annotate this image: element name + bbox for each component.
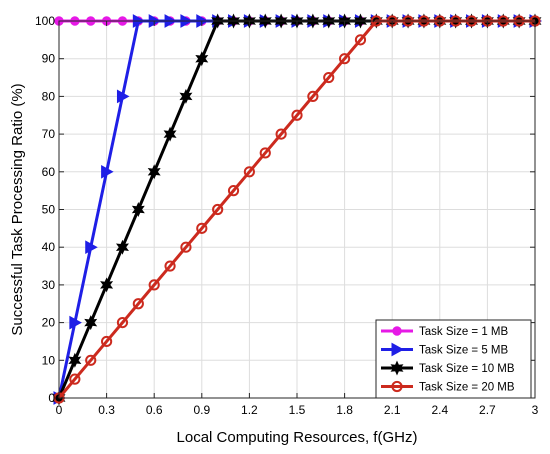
data-point [275,128,287,140]
data-point [147,164,161,180]
x-tick-label: 2.4 [431,403,448,417]
data-point [180,241,192,253]
y-tick-label: 40 [42,240,56,254]
data-point [101,164,114,179]
x-tick-label: 2.7 [479,403,496,417]
data-point [307,90,319,103]
data-point [195,51,209,67]
x-axis-label: Local Computing Resources, f(GHz) [177,429,418,446]
data-point [69,373,81,385]
legend-label: Task Size = 20 MB [419,382,515,394]
data-point [291,109,303,121]
data-point [85,240,98,255]
data-point [212,203,224,216]
data-point [227,185,240,197]
legend-item: Task Size = 10 MB [381,360,515,376]
data-point [69,315,82,330]
legend-label: Task Size = 1 MB [419,326,508,338]
y-tick-label: 50 [42,203,56,217]
data-point [131,202,145,217]
data-point [116,317,129,329]
data-point [148,279,160,291]
legend-marker [391,342,405,357]
data-point [259,147,271,159]
data-point [68,352,82,368]
data-point [132,298,144,310]
y-axis-label: Successful Task Processing Ratio (%) [9,83,26,335]
data-point [243,166,255,178]
data-point [323,71,335,84]
x-tick-label: 0.9 [193,403,210,417]
x-tick-label: 0.6 [146,403,163,417]
data-point [164,260,176,272]
x-tick-label: 0.3 [98,403,115,417]
x-tick-label: 2.1 [384,403,401,417]
data-point [116,89,130,104]
data-point [354,34,367,46]
y-tick-label: 20 [42,316,56,330]
y-tick-label: 10 [42,353,56,367]
legend-marker [391,380,403,393]
legend-label: Task Size = 5 MB [419,345,508,357]
data-point [101,335,113,348]
data-point [115,239,129,255]
x-tick-label: 3 [532,403,539,417]
x-tick-label: 1.5 [289,403,306,417]
y-tick-label: 70 [42,127,56,141]
data-point [84,315,98,331]
data-point [85,354,97,366]
legend-item: Task Size = 5 MB [381,342,508,357]
y-tick-label: 0 [48,391,55,405]
data-point [163,126,177,142]
legend-item: Task Size = 1 MB [381,326,508,338]
y-tick-label: 80 [42,89,56,103]
y-tick-label: 100 [35,14,55,28]
x-tick-label: 0 [56,403,63,417]
x-tick-label: 1.8 [336,403,353,417]
data-point [100,277,114,293]
y-tick-label: 30 [42,278,56,292]
legend-label: Task Size = 10 MB [419,363,515,375]
data-point [196,222,208,234]
y-tick-label: 90 [42,52,56,66]
legend-item: Task Size = 20 MB [381,380,515,394]
legend-marker [392,326,402,336]
legend: Task Size = 1 MB Task Size = 5 MB Task Siz… [375,319,532,399]
axis-ticks: 0 0.3 0.6 0.9 1.2 1.5 1.8 2.1 2.4 2.7 301020304050… [35,14,539,417]
data-point [179,88,193,104]
legend-marker [390,360,404,376]
y-tick-label: 60 [42,165,56,179]
data-point [339,53,351,65]
x-tick-label: 1.2 [241,403,258,417]
